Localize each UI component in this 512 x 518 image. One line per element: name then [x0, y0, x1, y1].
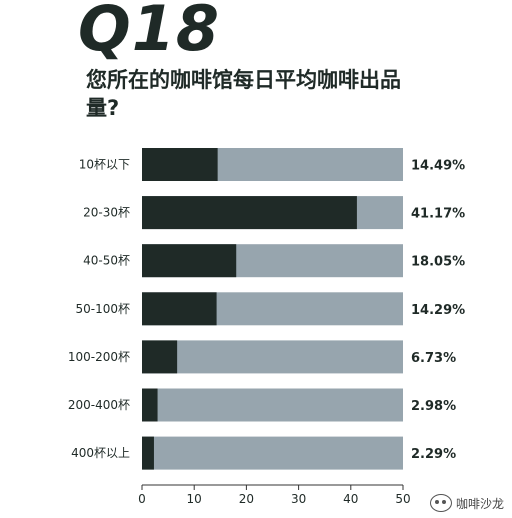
bar-track: [142, 388, 403, 422]
bar: [142, 148, 218, 181]
question-number: Q18: [78, 0, 220, 65]
bar-track: [142, 340, 403, 374]
x-tick-label: 40: [343, 492, 358, 506]
value-label: 2.98%: [411, 399, 456, 414]
category-label: 20-30杯: [83, 206, 130, 220]
value-label: 2.29%: [411, 447, 456, 462]
bar: [142, 292, 217, 326]
value-label: 41.17%: [411, 207, 465, 222]
bar: [142, 244, 237, 278]
wechat-icon: [429, 494, 452, 512]
x-tick-label: 50: [395, 492, 410, 506]
chart-title: 您所在的咖啡馆每日平均咖啡出品量?: [86, 68, 401, 120]
category-label: 10杯以下: [79, 158, 130, 172]
bar: [142, 436, 154, 470]
value-label: 14.49%: [411, 159, 465, 174]
bar: [142, 388, 158, 422]
watermark-text: 咖啡沙龙: [455, 496, 504, 511]
value-label: 14.29%: [411, 303, 465, 318]
x-tick-label: 0: [138, 492, 146, 506]
category-label: 400杯以上: [71, 446, 130, 460]
category-label: 200-400杯: [68, 398, 130, 412]
value-label: 6.73%: [411, 351, 456, 366]
x-tick-label: 20: [239, 492, 254, 506]
bar: [142, 340, 178, 374]
x-tick-label: 10: [187, 492, 202, 506]
watermark: 咖啡沙龙: [429, 494, 504, 512]
bar-track: [142, 436, 403, 470]
category-label: 40-50杯: [83, 254, 130, 268]
value-label: 18.05%: [411, 255, 465, 270]
x-tick-label: 30: [291, 492, 306, 506]
category-label: 100-200杯: [68, 350, 130, 364]
category-label: 50-100杯: [75, 302, 130, 316]
bar: [142, 196, 357, 230]
